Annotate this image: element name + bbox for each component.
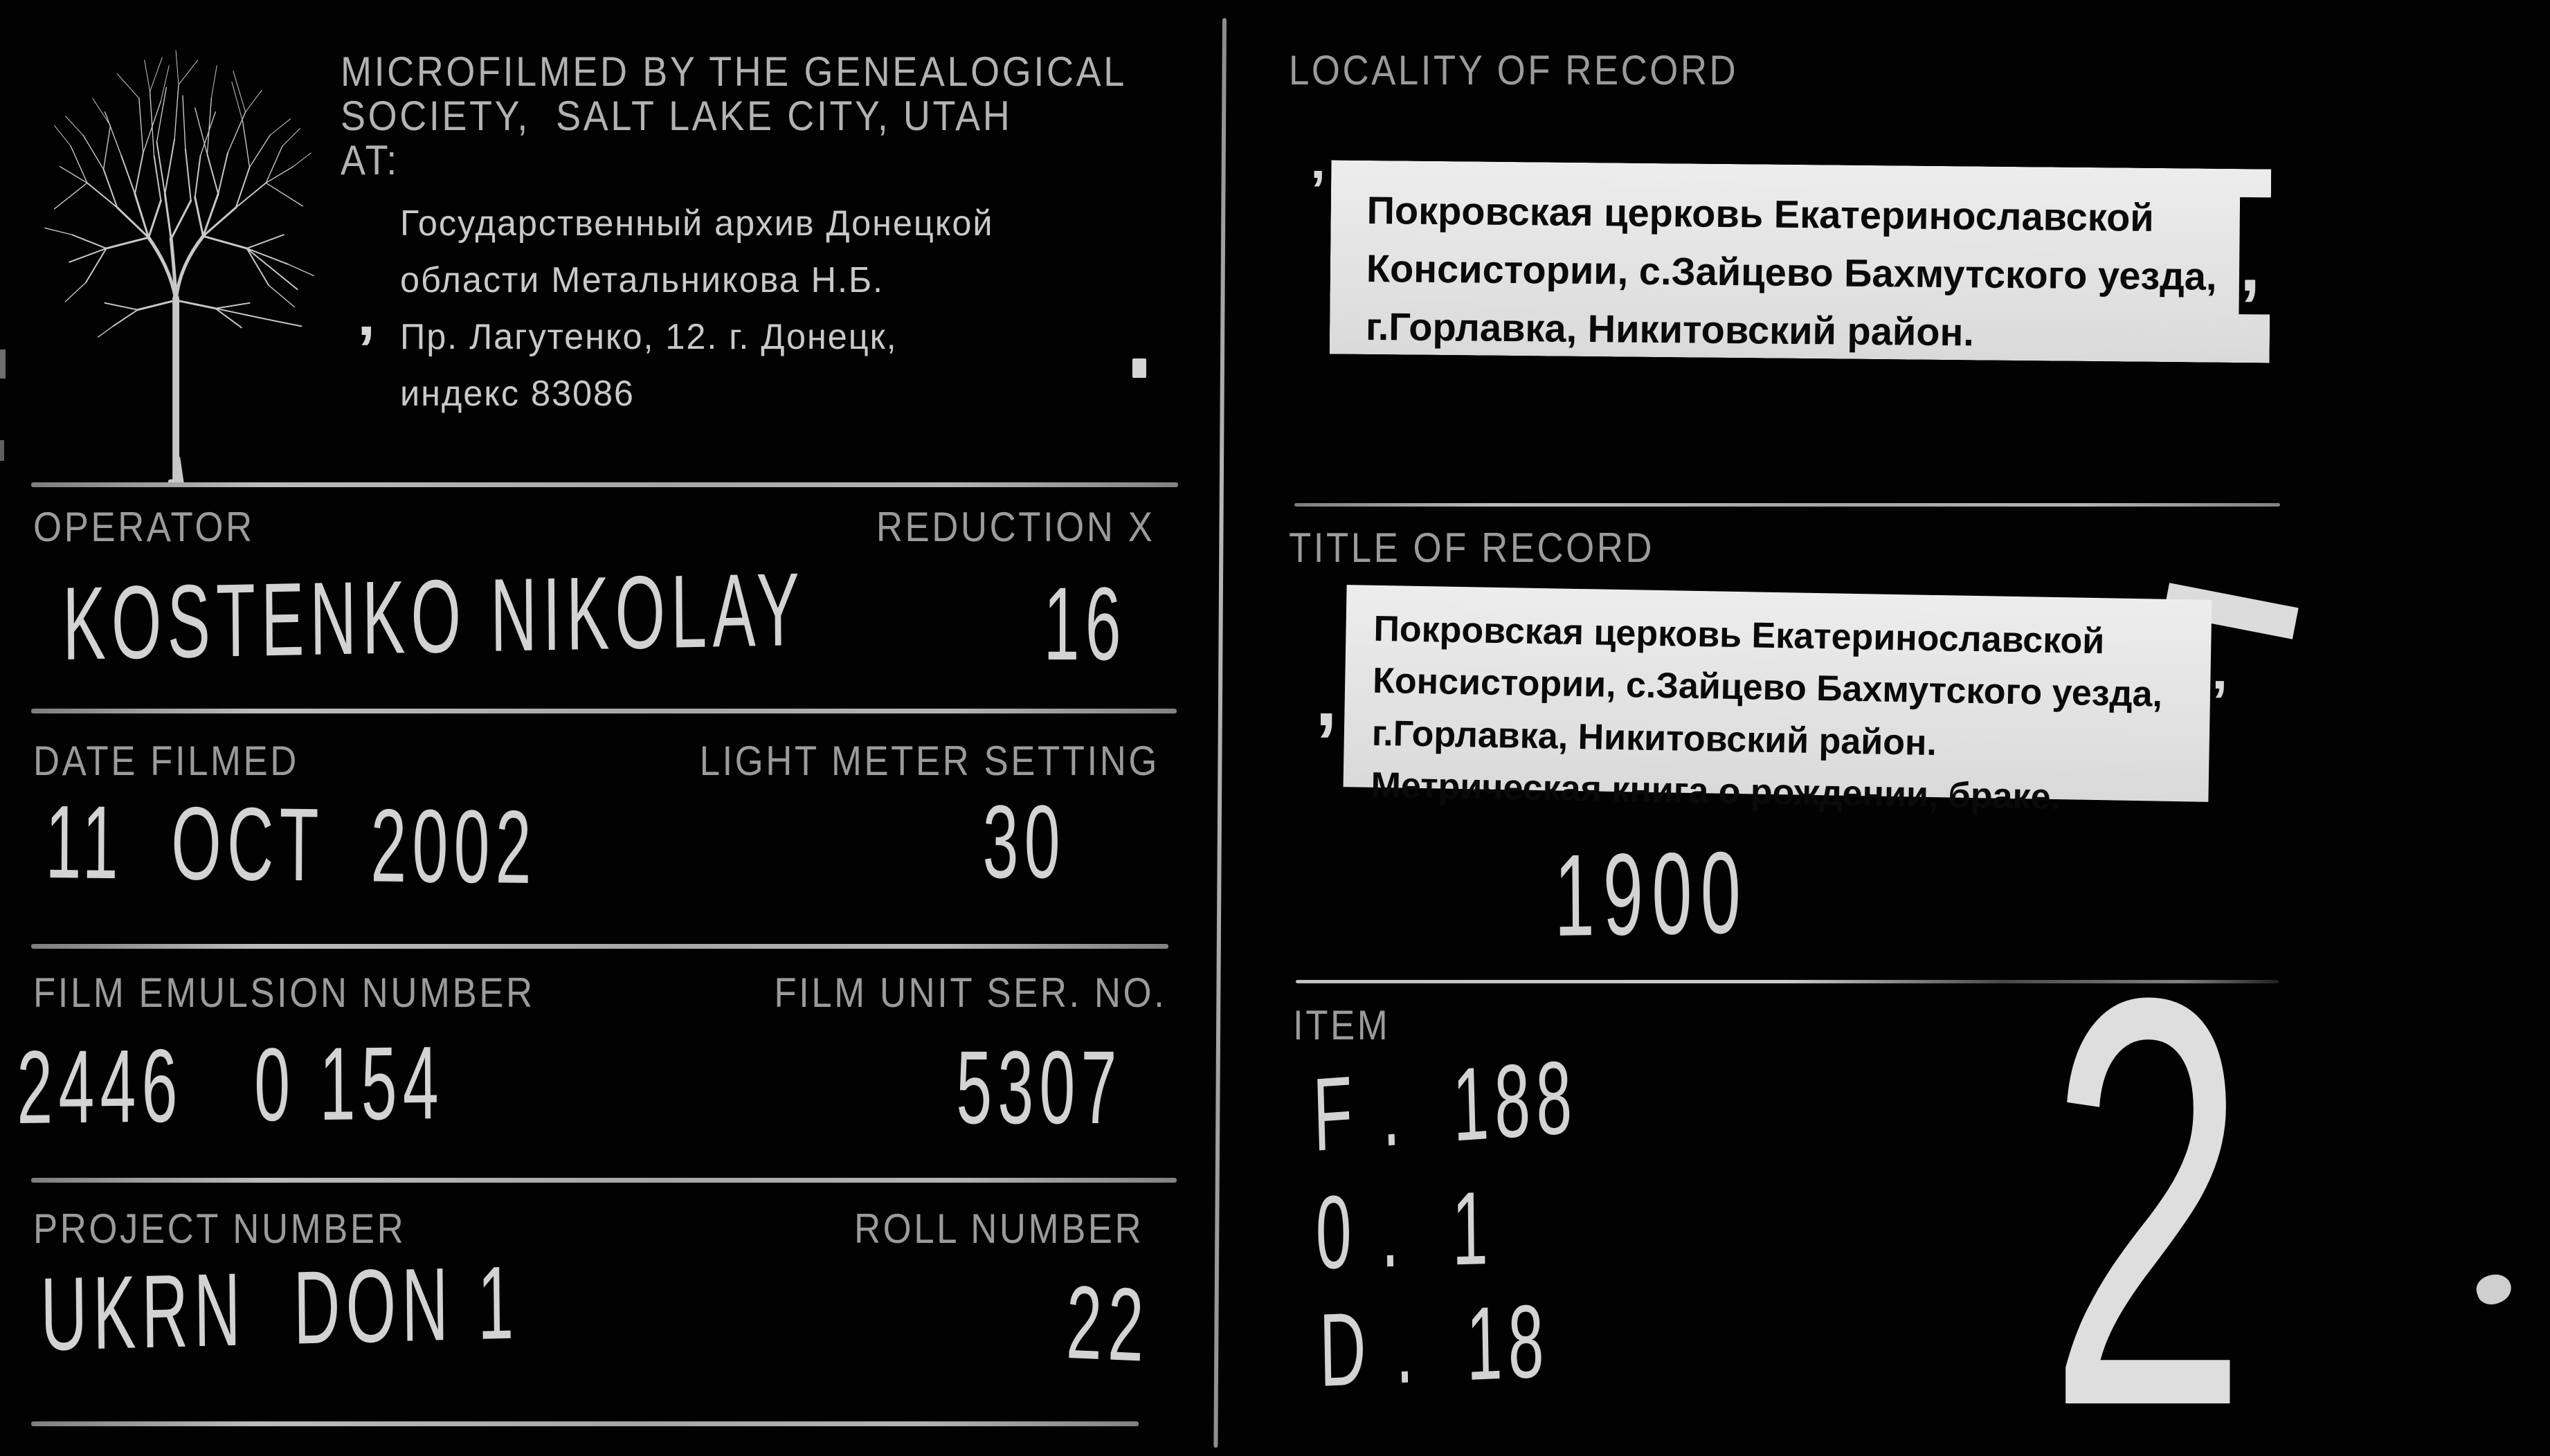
operator-label: OPERATOR [33, 504, 255, 550]
header-line-3: AT: [341, 137, 399, 183]
item-delo-value: D . 18 [1318, 1282, 1551, 1408]
divider-line [31, 944, 1168, 949]
genealogy-tree-icon [44, 50, 314, 486]
roll-number-label: ROLL NUMBER [853, 1205, 1143, 1252]
locality-tape-label: Покровская церковь Екатеринославской Кон… [1330, 160, 2272, 363]
roll-number-value: 22 [1065, 1263, 1151, 1383]
apostrophe-mark: ’ [357, 313, 376, 386]
divider-line [1294, 503, 2280, 507]
ink-blob-mark [2472, 1270, 2515, 1309]
archive-address-line: Государственный архив Донецкой [400, 203, 994, 244]
reduction-label: REDUCTION X [876, 504, 1155, 550]
comma-mark: , [1315, 654, 1337, 743]
divider-line [31, 1421, 1139, 1426]
light-meter-label: LIGHT METER SETTING [699, 738, 1159, 784]
title-of-record-label: TITLE OF RECORD [1289, 525, 1655, 571]
comma-mark: , [2240, 226, 2261, 307]
film-emulsion-value: 2446 0 154 [16, 1024, 445, 1145]
item-opis-value: 0 . 1 [1314, 1169, 1494, 1291]
operator-value: KOSTENKO NIKOLAY [62, 550, 806, 682]
archive-address-line: Пр. Лагутенко, 12. г. Донецк, [400, 317, 898, 357]
record-year-value: 1900 [1553, 827, 1750, 961]
item-label: ITEM [1293, 1002, 1391, 1048]
date-filmed-value: 11 OCT 2002 [45, 783, 538, 905]
project-number-value: UKRN DON 1 [39, 1244, 520, 1372]
film-unit-value: 5307 [956, 1029, 1123, 1145]
divider-line [31, 709, 1177, 713]
apostrophe-mark: ’ [2212, 669, 2228, 735]
item-big-number: 2 [2047, 878, 2248, 1456]
locality-text-line: г.Горлавка, Никитовский район. [1365, 304, 1975, 354]
reduction-value: 16 [1043, 565, 1127, 682]
apostrophe-mark: ’ [1310, 159, 1326, 221]
date-filmed-label: DATE FILMED [33, 738, 299, 784]
project-number-label: PROJECT NUMBER [33, 1205, 406, 1252]
divider-line [1296, 980, 2279, 983]
light-meter-value: 30 [982, 783, 1066, 900]
locality-text-line: Покровская церковь Екатеринославской [1366, 188, 2155, 239]
archive-address-line: индекс 83086 [400, 374, 635, 414]
dot-mark [1132, 358, 1146, 378]
title-tape-label: Покровская церковь Екатеринославской Кон… [1343, 585, 2212, 817]
header-line-2: SOCIETY, SALT LAKE CITY, UTAH [341, 93, 1013, 139]
locality-of-record-label: LOCALITY OF RECORD [1289, 47, 1739, 93]
column-divider-line [1213, 17, 1227, 1448]
item-fond-value: F . 188 [1311, 1038, 1580, 1173]
divider-line [31, 482, 1178, 487]
film-edge-speck [0, 349, 6, 379]
film-edge-speck [0, 440, 4, 461]
archive-address-line: области Метальникова Н.Б. [400, 260, 885, 300]
film-emulsion-label: FILM EMULSION NUMBER [33, 970, 535, 1016]
divider-line [31, 1178, 1177, 1183]
film-unit-label: FILM UNIT SER. NO. [774, 970, 1166, 1016]
locality-text-line: Консистории, с.Зайцево Бахмутского уезда… [1366, 246, 2217, 298]
header-line-1: MICROFILMED BY THE GENEALOGICAL [341, 48, 1127, 95]
